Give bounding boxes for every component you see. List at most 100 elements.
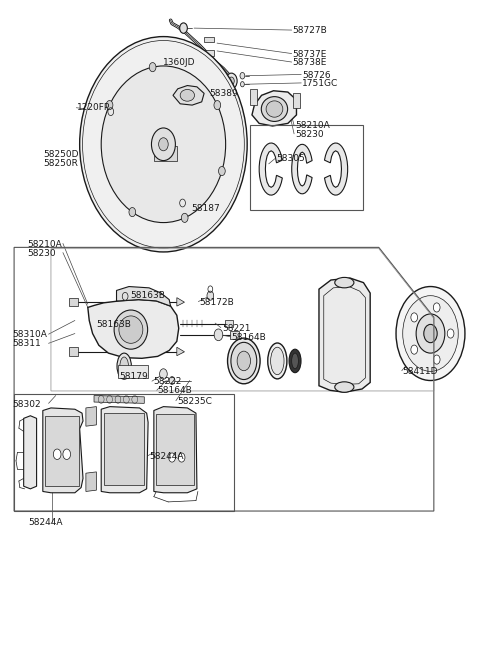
Circle shape <box>181 213 188 222</box>
Circle shape <box>447 329 454 338</box>
Circle shape <box>214 329 223 341</box>
Circle shape <box>149 63 156 72</box>
Circle shape <box>53 449 61 460</box>
Circle shape <box>416 314 445 353</box>
Bar <box>250 89 257 105</box>
Text: 58222: 58222 <box>153 377 181 387</box>
Circle shape <box>424 324 437 343</box>
Ellipse shape <box>237 351 251 371</box>
Circle shape <box>122 292 128 300</box>
Text: 58310A: 58310A <box>12 330 48 339</box>
Ellipse shape <box>120 357 129 375</box>
Circle shape <box>433 303 440 312</box>
Text: 58250D: 58250D <box>43 150 78 158</box>
Text: 58244A: 58244A <box>149 452 183 460</box>
Polygon shape <box>259 143 282 195</box>
Ellipse shape <box>261 97 288 122</box>
Text: 58235C: 58235C <box>177 397 212 406</box>
Text: 1360JD: 1360JD <box>163 58 196 67</box>
Circle shape <box>152 128 175 161</box>
Ellipse shape <box>292 353 299 369</box>
Ellipse shape <box>335 382 354 392</box>
Bar <box>293 94 300 108</box>
Circle shape <box>411 313 418 322</box>
Polygon shape <box>117 286 170 306</box>
Text: 58244A: 58244A <box>28 518 63 527</box>
Polygon shape <box>173 86 204 105</box>
Polygon shape <box>319 278 370 392</box>
Text: 58250R: 58250R <box>43 159 78 167</box>
Polygon shape <box>177 347 184 356</box>
Text: 1751GC: 1751GC <box>302 79 338 88</box>
Text: 58163B: 58163B <box>96 320 132 329</box>
Text: 58221: 58221 <box>222 324 250 333</box>
Circle shape <box>396 286 465 381</box>
Ellipse shape <box>114 310 148 349</box>
Polygon shape <box>324 143 348 195</box>
Ellipse shape <box>180 90 194 101</box>
Circle shape <box>160 147 170 160</box>
Circle shape <box>228 77 234 85</box>
Text: 1220FP: 1220FP <box>77 103 110 112</box>
Circle shape <box>178 453 185 462</box>
Text: 58230: 58230 <box>295 130 324 139</box>
Ellipse shape <box>80 37 247 252</box>
Bar <box>45 416 79 486</box>
Circle shape <box>207 291 214 300</box>
Ellipse shape <box>268 343 287 379</box>
Text: 58727B: 58727B <box>293 26 327 35</box>
Ellipse shape <box>101 66 226 222</box>
Circle shape <box>180 23 187 33</box>
Text: 58411D: 58411D <box>403 367 438 376</box>
Text: 58302: 58302 <box>12 400 41 409</box>
Polygon shape <box>86 472 96 491</box>
Ellipse shape <box>266 101 283 117</box>
Ellipse shape <box>289 349 301 373</box>
Text: 58311: 58311 <box>12 339 41 349</box>
Circle shape <box>158 138 168 151</box>
Circle shape <box>159 369 167 379</box>
Circle shape <box>106 101 113 110</box>
Circle shape <box>175 61 180 69</box>
Bar <box>118 365 148 378</box>
Circle shape <box>129 207 136 216</box>
Text: 58187: 58187 <box>191 204 220 213</box>
Circle shape <box>411 345 418 354</box>
Circle shape <box>240 82 244 87</box>
Polygon shape <box>69 347 78 356</box>
Text: 58163B: 58163B <box>130 291 165 300</box>
Text: 58389: 58389 <box>209 89 238 98</box>
Polygon shape <box>225 320 233 327</box>
Text: 58172B: 58172B <box>199 298 234 307</box>
Polygon shape <box>177 298 184 306</box>
Ellipse shape <box>228 338 260 384</box>
Polygon shape <box>69 298 78 306</box>
Ellipse shape <box>117 353 132 379</box>
Ellipse shape <box>231 342 257 379</box>
Polygon shape <box>101 407 148 492</box>
Polygon shape <box>86 407 96 426</box>
Bar <box>204 50 214 56</box>
Text: 58230: 58230 <box>27 249 56 258</box>
Bar <box>154 146 177 161</box>
Circle shape <box>214 101 221 110</box>
Text: 58305: 58305 <box>276 154 305 163</box>
Text: 58179: 58179 <box>120 372 148 381</box>
Polygon shape <box>292 145 312 194</box>
Text: 58737E: 58737E <box>293 50 327 59</box>
Polygon shape <box>230 331 239 339</box>
Text: 58164B: 58164B <box>231 333 266 342</box>
Circle shape <box>218 167 225 176</box>
Circle shape <box>63 449 71 460</box>
Text: 58164B: 58164B <box>157 387 192 396</box>
Circle shape <box>433 355 440 364</box>
Bar <box>14 394 234 511</box>
Circle shape <box>226 73 237 89</box>
Circle shape <box>240 73 245 79</box>
Ellipse shape <box>119 316 143 343</box>
Polygon shape <box>154 407 197 492</box>
Circle shape <box>168 453 175 462</box>
Text: 58210A: 58210A <box>295 122 330 131</box>
Text: 58738E: 58738E <box>293 58 327 67</box>
Circle shape <box>122 354 128 362</box>
